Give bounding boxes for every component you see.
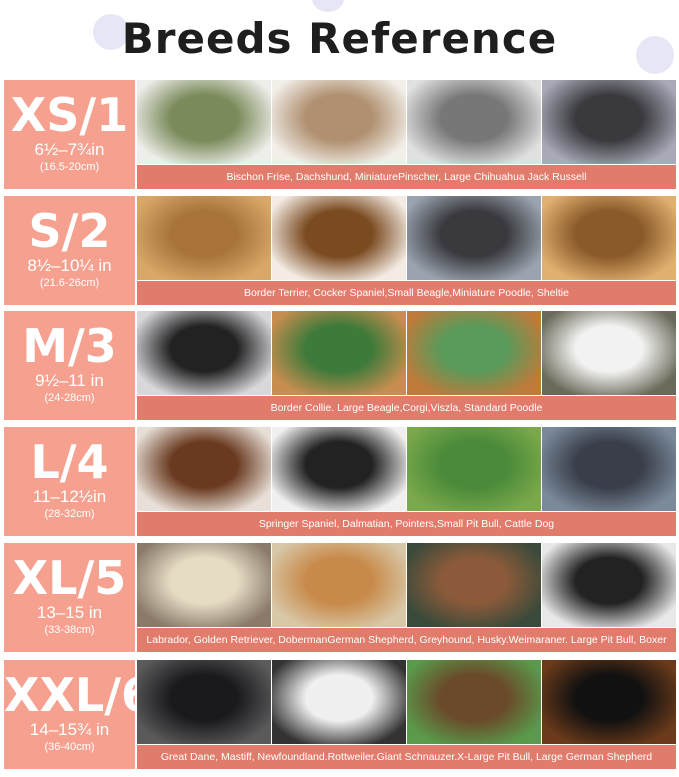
size-code: XS/1: [10, 88, 129, 142]
dog-photo: [137, 543, 271, 627]
size-code: L/4: [30, 435, 109, 489]
size-code: XXL/6: [4, 668, 154, 722]
photo-strip: [137, 311, 676, 395]
breed-list: Bischon Frise, Dachshund, MiniaturePinsc…: [137, 165, 676, 189]
size-inches: 6½–7¾in: [34, 140, 105, 159]
dog-photo: [137, 311, 271, 395]
dog-photo: [542, 196, 676, 280]
size-inches: 14–15¾ in: [29, 720, 110, 739]
dog-photo: [137, 196, 271, 280]
size-cm: (36-40cm): [44, 741, 95, 753]
size-row: XL/5 13–15 in (33-38cm) Labrador, Golden…: [4, 543, 676, 652]
dog-photo: [272, 660, 406, 744]
dog-photo: [542, 427, 676, 511]
size-label-box: S/2 8½–10¼ in (21.6-26cm): [4, 196, 135, 305]
size-row: XS/1 6½–7¾in (16.5-20cm) Bischon Frise, …: [4, 80, 676, 189]
size-code: XL/5: [12, 551, 127, 605]
breed-list: Border Collie. Large Beagle,Corgi,Viszla…: [137, 396, 676, 420]
size-inches: 8½–10¼ in: [27, 256, 112, 275]
dog-photo: [542, 660, 676, 744]
dog-photo: [137, 660, 271, 744]
size-cm: (21.6-26cm): [39, 277, 100, 289]
size-row: S/2 8½–10¼ in (21.6-26cm) Border Terrier…: [4, 196, 676, 305]
decor-circle: [312, 0, 344, 12]
decor-circle: [636, 36, 674, 74]
size-cm: (28-32cm): [44, 508, 95, 520]
dog-photo: [407, 543, 541, 627]
dog-photo: [407, 80, 541, 164]
dog-photo: [137, 80, 271, 164]
size-code: M/3: [22, 319, 117, 373]
decor-circle: [93, 14, 129, 50]
size-inches: 9½–11 in: [35, 371, 104, 390]
dog-photo: [137, 427, 271, 511]
size-inches: 13–15 in: [36, 603, 103, 622]
dog-photo: [542, 311, 676, 395]
photo-strip: [137, 80, 676, 164]
dog-photo: [272, 196, 406, 280]
size-cm: (24-28cm): [44, 392, 95, 404]
dog-photo: [272, 311, 406, 395]
dog-photo: [407, 660, 541, 744]
breed-list: Great Dane, Mastiff, Newfoundland.Rottwe…: [137, 745, 676, 769]
size-row: XXL/6 14–15¾ in (36-40cm) Great Dane, Ma…: [4, 660, 676, 769]
size-cm: (33-38cm): [44, 624, 95, 636]
size-label-box: XS/1 6½–7¾in (16.5-20cm): [4, 80, 135, 189]
photo-strip: [137, 660, 676, 744]
size-label-box: L/4 11–12½in (28-32cm): [4, 427, 135, 536]
dog-photo: [272, 80, 406, 164]
photo-strip: [137, 196, 676, 280]
size-label-box: XXL/6 14–15¾ in (36-40cm): [4, 660, 154, 769]
size-label-box: XL/5 13–15 in (33-38cm): [4, 543, 135, 652]
photo-strip: [137, 543, 676, 627]
dog-photo: [407, 311, 541, 395]
page-title: Breeds Reference: [121, 14, 558, 63]
size-row: M/3 9½–11 in (24-28cm) Border Collie. La…: [4, 311, 676, 420]
dog-photo: [542, 543, 676, 627]
size-code: S/2: [28, 204, 111, 258]
breed-list: Labrador, Golden Retriever, DobermanGerm…: [137, 628, 676, 652]
dog-photo: [272, 543, 406, 627]
dog-photo: [272, 427, 406, 511]
size-row: L/4 11–12½in (28-32cm) Springer Spaniel,…: [4, 427, 676, 536]
size-cm: (16.5-20cm): [39, 161, 100, 173]
size-inches: 11–12½in: [32, 487, 107, 506]
size-label-box: M/3 9½–11 in (24-28cm): [4, 311, 135, 420]
breed-list: Springer Spaniel, Dalmatian, Pointers,Sm…: [137, 512, 676, 536]
dog-photo: [407, 196, 541, 280]
dog-photo: [542, 80, 676, 164]
photo-strip: [137, 427, 676, 511]
dog-photo: [407, 427, 541, 511]
breed-list: Border Terrier, Cocker Spaniel,Small Bea…: [137, 281, 676, 305]
